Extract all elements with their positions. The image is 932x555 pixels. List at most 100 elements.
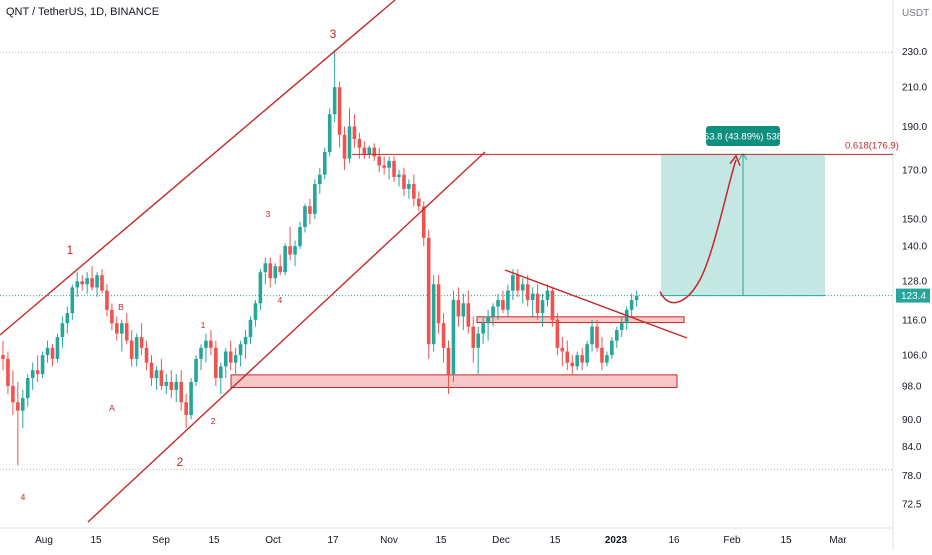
candle	[347, 108, 352, 164]
candle-body	[70, 287, 75, 314]
candle-body	[624, 309, 629, 324]
candle-body	[446, 347, 451, 375]
candle-body	[21, 398, 25, 411]
y-tick-label: 72.5	[902, 500, 922, 511]
candle	[219, 362, 223, 394]
support-zone-low	[230, 374, 678, 389]
candle-body	[535, 293, 540, 314]
candle	[209, 330, 213, 356]
x-tick-label: Aug	[35, 535, 53, 546]
y-tick-label: 140.0	[902, 242, 927, 253]
candle-body	[11, 385, 15, 403]
candle-body	[90, 278, 94, 288]
candle	[506, 284, 510, 317]
candle	[50, 344, 55, 367]
candle-body	[204, 340, 208, 348]
wave-label: 2	[177, 455, 184, 469]
candle-body	[327, 114, 332, 153]
candle-body	[496, 300, 500, 307]
candle	[194, 355, 198, 386]
candle	[65, 306, 70, 334]
candle	[100, 269, 104, 294]
y-tick-label: 116.0	[902, 315, 927, 326]
x-tick-label: Mar	[829, 535, 847, 546]
candle	[258, 269, 263, 310]
y-tick-label: 98.0	[902, 381, 922, 392]
candle	[545, 284, 550, 307]
candle	[179, 370, 183, 411]
candle-body	[268, 263, 273, 279]
unit-label: USDT	[902, 8, 929, 19]
candle-body	[159, 370, 164, 386]
candle-body	[476, 333, 480, 348]
candle-body	[342, 134, 347, 159]
candle	[520, 278, 525, 304]
candle-body	[303, 206, 307, 227]
candle	[615, 326, 619, 348]
candle-body	[461, 303, 466, 317]
candle	[90, 266, 94, 291]
candle-body	[318, 174, 322, 185]
candle	[85, 272, 89, 294]
candle	[228, 340, 233, 371]
fib-618-label: 0.618(176.9)	[845, 140, 899, 151]
candle	[461, 293, 466, 331]
candle	[471, 316, 476, 363]
candle-body	[575, 355, 579, 367]
candle	[590, 319, 594, 352]
y-tick-label: 128.0	[902, 277, 927, 288]
wave-label: 3	[330, 27, 337, 41]
candle-body	[219, 366, 223, 378]
candle-body	[189, 381, 193, 415]
candle-body	[421, 206, 426, 238]
candle	[491, 303, 495, 327]
candle	[248, 316, 253, 345]
x-tick-label: 15	[780, 535, 792, 546]
candle-body	[298, 226, 302, 247]
candle	[585, 340, 589, 367]
candle	[352, 114, 357, 148]
x-tick-label: 2023	[605, 535, 628, 546]
candle-body	[352, 126, 357, 140]
candle-body	[570, 362, 575, 367]
candle	[120, 319, 124, 352]
candle-body	[610, 340, 614, 356]
candle-body	[332, 87, 337, 115]
candle-body	[144, 347, 149, 363]
candle-body	[248, 319, 253, 338]
candle-body	[377, 156, 381, 166]
measure-arrowhead	[738, 152, 748, 161]
candle	[80, 275, 84, 291]
candle-body	[387, 160, 391, 168]
candle-body	[65, 313, 70, 324]
candle-body	[45, 347, 50, 356]
candle	[35, 355, 40, 382]
candle	[308, 198, 312, 225]
x-tick-label: Oct	[265, 535, 281, 546]
x-tick-label: 15	[208, 535, 220, 546]
candle	[134, 333, 139, 367]
candle-body	[322, 152, 327, 175]
candle	[525, 275, 530, 307]
y-tick-label: 84.0	[902, 442, 922, 453]
candle-body	[481, 323, 485, 334]
candle	[75, 272, 80, 297]
candle-body	[115, 323, 119, 334]
candle-body	[100, 275, 104, 291]
y-tick-label: 170.0	[902, 166, 927, 177]
candle	[1, 340, 5, 371]
candle-body	[120, 323, 124, 334]
candle	[550, 287, 555, 327]
candle-body	[382, 165, 386, 168]
candle	[6, 351, 10, 394]
candle-body	[50, 347, 55, 359]
candle	[397, 170, 401, 187]
candle-body	[451, 300, 456, 375]
candle	[446, 340, 451, 394]
candle	[214, 340, 218, 386]
wave-label: B	[118, 302, 124, 312]
wave-label: 3	[266, 209, 271, 219]
candle	[253, 300, 258, 327]
